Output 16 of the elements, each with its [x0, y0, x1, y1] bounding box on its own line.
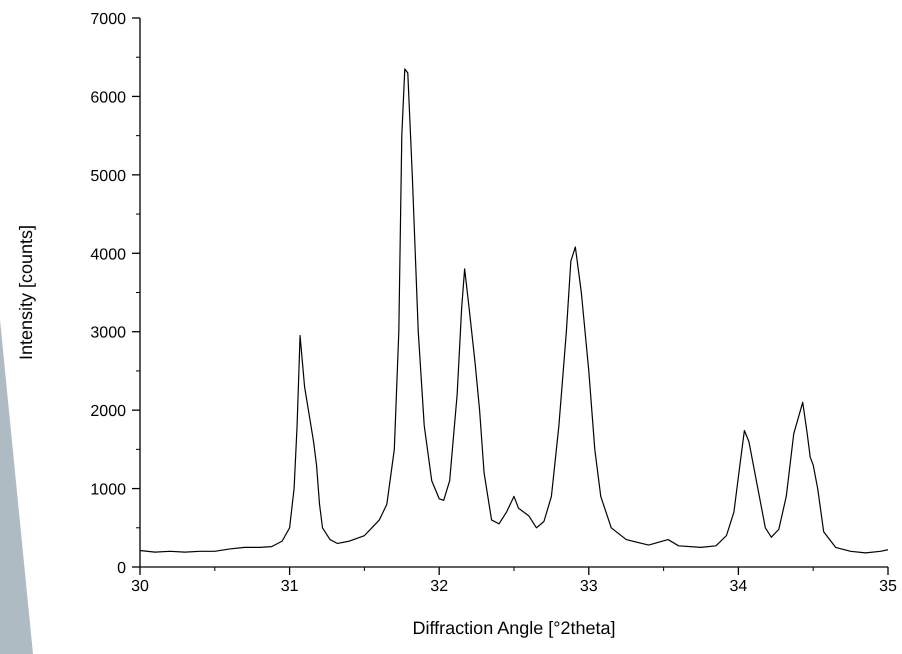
x-tick-label: 35: [879, 578, 897, 595]
y-tick-label: 1000: [90, 482, 126, 499]
x-tick-label: 31: [280, 578, 299, 595]
y-tick-label: 5000: [90, 168, 126, 185]
x-axis-title: Diffraction Angle [°2theta]: [412, 618, 616, 638]
y-tick-label: 7000: [90, 11, 126, 28]
y-axis-title: Intensity [counts]: [16, 224, 36, 360]
y-tick-label: 6000: [90, 89, 126, 106]
y-tick-label: 2000: [90, 403, 126, 420]
x-tick-label: 30: [131, 578, 149, 595]
y-tick-label: 3000: [90, 324, 126, 342]
x-tick-label: 32: [430, 578, 448, 595]
y-tick-label: 4000: [90, 246, 126, 264]
x-tick-label: 33: [580, 578, 598, 595]
y-tick-label: 0: [117, 560, 126, 577]
x-tick-label: 34: [730, 578, 748, 595]
